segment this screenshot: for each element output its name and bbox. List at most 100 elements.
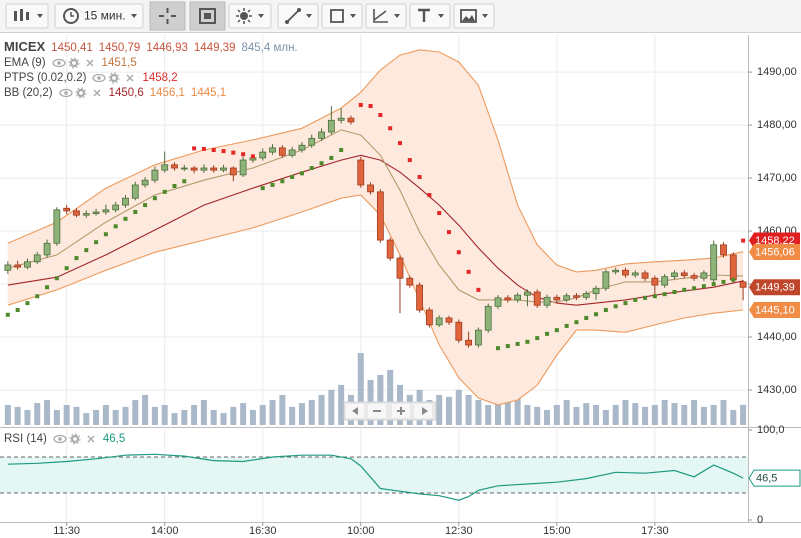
candle-body — [376, 191, 384, 241]
fib-tool-button[interactable] — [365, 3, 407, 29]
indicator-name: EMA (9) — [4, 57, 46, 69]
candle-body — [63, 207, 71, 212]
interval-button[interactable]: 15 мин. — [54, 3, 144, 29]
volume-bar — [445, 396, 452, 425]
psar-dot — [496, 346, 501, 351]
candle-body — [504, 297, 512, 301]
crosshair-button[interactable] — [149, 1, 186, 31]
candle-body — [514, 294, 522, 301]
candle-body — [82, 213, 90, 216]
psar-dot — [260, 186, 265, 191]
remove-icon[interactable] — [93, 89, 101, 97]
candle-body — [416, 284, 423, 311]
psar-dot — [84, 248, 89, 253]
zoom-out[interactable] — [368, 404, 386, 418]
candle-body — [661, 276, 669, 286]
candle-body — [180, 167, 188, 170]
candle-body — [24, 261, 31, 268]
psar-dot — [64, 266, 69, 271]
symbol: MICEX — [4, 39, 46, 54]
candle-body — [592, 287, 600, 294]
volume-bar — [63, 404, 70, 425]
interval-label: 15 мин. — [84, 9, 126, 23]
image-button[interactable] — [453, 3, 495, 29]
candle-body — [112, 204, 120, 211]
volume-bar — [651, 404, 658, 425]
psar-dot — [201, 146, 206, 151]
eye-icon[interactable] — [53, 434, 67, 444]
settings-icon[interactable] — [69, 433, 81, 445]
ema-line — [7, 129, 744, 303]
psar-dot — [525, 339, 530, 344]
candle-body — [141, 179, 149, 186]
volume-bar — [534, 406, 541, 425]
volume-bar — [259, 404, 266, 425]
y-tick-label: 1430,00 — [757, 384, 797, 396]
psar-dot — [505, 344, 510, 349]
series-controls[interactable] — [92, 72, 136, 84]
settings-icon[interactable] — [68, 57, 80, 69]
series-controls[interactable] — [58, 87, 103, 99]
psar-dot — [280, 179, 285, 184]
volume-bar — [357, 353, 364, 425]
indicator-value: 1445,1 — [190, 87, 227, 99]
scroll-right[interactable] — [414, 404, 432, 418]
candle-body — [739, 281, 747, 288]
shape-tool-button[interactable] — [321, 3, 363, 29]
volume-bar — [269, 399, 276, 425]
psar-dot — [741, 238, 746, 243]
volume-bar — [328, 389, 335, 425]
ohlc-value: 1449,39 — [193, 42, 236, 54]
series-controls[interactable] — [53, 433, 97, 445]
candle-body — [220, 167, 227, 171]
zoom-in[interactable] — [392, 404, 410, 418]
x-tick-label: 10:00 — [347, 525, 375, 537]
psar-dot — [633, 297, 638, 302]
price-tag-label: 1458,22 — [755, 235, 795, 247]
remove-icon[interactable] — [87, 435, 95, 443]
volume-bar — [710, 404, 717, 425]
y-tick-label: 0 — [757, 514, 763, 526]
settings-icon[interactable] — [75, 87, 87, 99]
text-tool-button[interactable] — [409, 3, 451, 29]
y-tick-label: 1480,00 — [757, 119, 797, 131]
settings-icon[interactable] — [108, 72, 120, 84]
psar-dot — [388, 126, 393, 131]
chart-type-button[interactable] — [5, 3, 49, 29]
psar-dot — [221, 149, 226, 154]
ohlc-value: 1450,79 — [98, 42, 141, 54]
volume-bar — [132, 399, 139, 425]
eye-icon[interactable] — [51, 58, 66, 68]
indicator-value: 46,5 — [102, 433, 126, 445]
candle-body — [308, 137, 316, 146]
candle-body — [651, 277, 659, 286]
volume-bar — [622, 399, 629, 425]
psar-dot — [143, 203, 148, 208]
psar-dot — [701, 284, 706, 289]
eye-icon[interactable] — [58, 88, 73, 98]
psar-dot — [133, 209, 138, 214]
candle-body — [210, 167, 218, 171]
frame-button[interactable] — [189, 1, 226, 31]
candle-body — [631, 272, 639, 276]
candle-body — [14, 264, 22, 268]
volume-bar — [161, 404, 168, 425]
series-controls[interactable] — [51, 57, 96, 69]
candle-body — [318, 131, 325, 139]
remove-icon[interactable] — [126, 74, 134, 82]
volume-value: 845,4 млн. — [241, 42, 298, 54]
psar-dot — [45, 285, 50, 290]
scroll-left[interactable] — [346, 404, 364, 418]
psar-dot — [309, 166, 314, 171]
price-tag-label: 1445,10 — [755, 304, 795, 316]
indicator-value: 1458,2 — [142, 72, 178, 84]
eye-icon[interactable] — [92, 73, 107, 83]
indicators-button[interactable] — [228, 3, 272, 29]
volume-bar — [632, 403, 639, 425]
remove-icon[interactable] — [86, 59, 94, 67]
psar-dot — [329, 155, 334, 160]
indicator-value: 1451,5 — [101, 57, 137, 69]
line-tool-button[interactable] — [277, 3, 319, 29]
candle-body — [435, 317, 443, 326]
